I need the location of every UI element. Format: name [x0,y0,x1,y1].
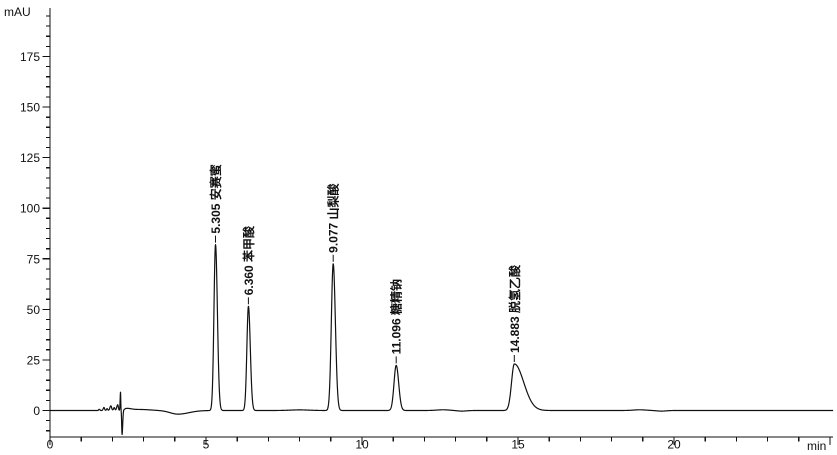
y-axis-tick-label: 75 [27,252,41,266]
x-axis-tick-label: 20 [667,438,681,452]
peak-label: 6.360 苯甲酸 [241,225,256,295]
y-axis-unit-label: mAU [4,5,31,19]
x-axis-tick-label: 5 [203,438,210,452]
y-axis-tick-label: 25 [27,353,41,367]
x-axis-tick-label: 10 [355,438,369,452]
x-axis-tick-label: 15 [511,438,525,452]
y-axis-tick-label: 0 [33,404,40,418]
peak-label: 9.077 山梨酸 [326,182,341,252]
peak-label: 14.883 脱氢乙酸 [507,264,522,353]
y-axis-tick-label: 100 [20,202,40,216]
chromatogram-trace [49,244,834,436]
peak-label: 5.305 安赛蜜 [208,164,223,233]
y-axis-tick-label: 50 [27,303,41,317]
x-axis-tick-label: 0 [47,438,54,452]
peak-label: 11.096 糖精钠 [389,279,404,354]
y-axis-tick-label: 150 [20,101,40,115]
y-axis-tick-label: 125 [20,151,40,165]
x-axis-unit-label: min [807,439,827,453]
y-axis-tick-label: 175 [20,50,40,64]
